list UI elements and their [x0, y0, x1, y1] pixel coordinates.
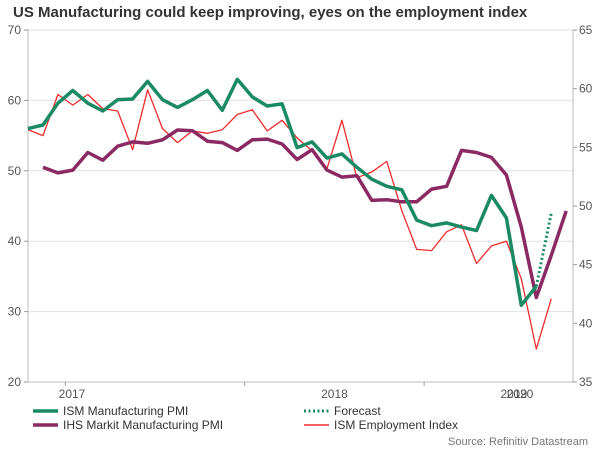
left-axis-ticks: 20 30 40 50 60 70 — [8, 23, 28, 389]
left-tick-label: 60 — [8, 93, 22, 107]
source-note: Source: Refinitiv Datastream — [448, 436, 588, 448]
chart-title: US Manufacturing could keep improving, e… — [13, 4, 528, 21]
left-tick-label: 50 — [8, 164, 22, 178]
right-tick-label: 60 — [579, 82, 593, 96]
series-line-forecast — [534, 212, 553, 287]
right-tick-label: 55 — [579, 140, 593, 154]
x-tick-label: 2018 — [321, 387, 348, 401]
legend-label-ihs-pmi: IHS Markit Manufacturing PMI — [63, 418, 223, 432]
right-tick-label: 50 — [579, 199, 593, 213]
right-tick-label: 65 — [579, 23, 593, 37]
legend-label-employment: ISM Employment Index — [334, 418, 458, 432]
legend-label-forecast: Forecast — [334, 404, 381, 418]
x-tick-label: 2020 — [507, 387, 534, 401]
right-tick-label: 45 — [579, 258, 593, 272]
x-tick-label: 2019 — [500, 387, 527, 401]
legend: ISM Manufacturing PMI IHS Markit Manufac… — [33, 404, 458, 432]
left-tick-label: 40 — [8, 234, 22, 248]
series-line-ihs-markit-manufacturing-pmi — [42, 128, 568, 300]
series-line-ism-manufacturing-pmi — [27, 77, 538, 308]
legend-label-ism-pmi: ISM Manufacturing PMI — [63, 404, 188, 418]
right-tick-label: 40 — [579, 316, 593, 330]
series-lines — [27, 77, 568, 350]
gridlines — [28, 29, 573, 313]
right-axis-ticks: 35 40 45 50 55 60 65 — [573, 23, 593, 389]
right-tick-label: 35 — [579, 375, 593, 389]
left-tick-label: 70 — [8, 23, 22, 37]
x-tick-label: 2017 — [59, 387, 86, 401]
left-tick-label: 30 — [8, 305, 22, 319]
left-tick-label: 20 — [8, 375, 22, 389]
